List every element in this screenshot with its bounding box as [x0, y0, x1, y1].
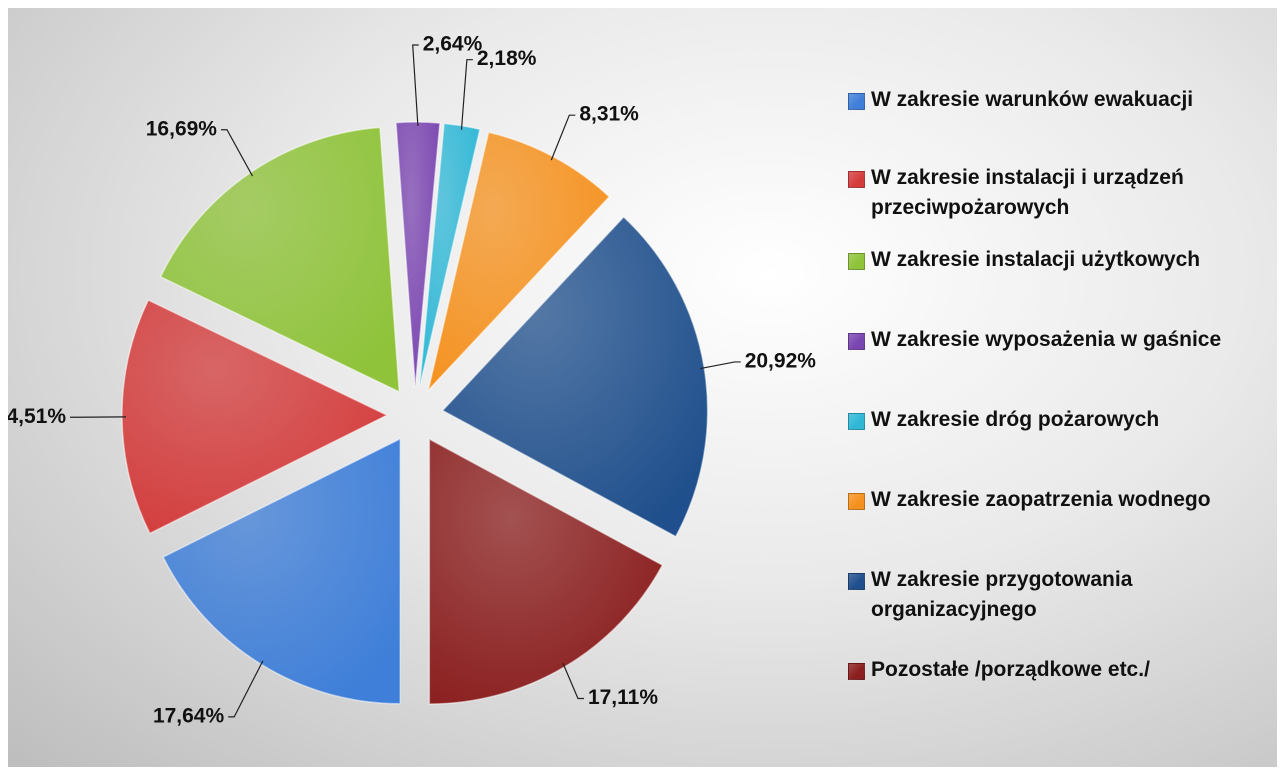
- data-label: 2,64%: [423, 33, 483, 56]
- legend-label: W zakresie zaopatrzenia wodnego: [871, 488, 1211, 511]
- legend-swatch: [848, 493, 865, 510]
- data-label: 20,92%: [745, 349, 817, 372]
- data-label: 16,69%: [146, 117, 218, 140]
- leader-line: [228, 660, 264, 718]
- legend-label: W zakresie dróg pożarowych: [871, 408, 1160, 431]
- legend-swatch: [848, 663, 865, 680]
- legend-item: W zakresie zaopatrzenia wodnego: [848, 485, 1211, 515]
- legend-label: Pozostałe /porządkowe etc./: [871, 658, 1150, 681]
- data-label: 14,51%: [8, 405, 66, 428]
- legend-swatch: [848, 93, 865, 110]
- chart-area: 17,64% 14,51% 16,69% 2,64%2,18% 8,31% 20,92% 1…: [8, 8, 1277, 767]
- data-label: 17,64%: [153, 704, 225, 727]
- data-label: 2,18%: [477, 47, 537, 70]
- leader-line: [562, 663, 584, 700]
- legend-item: W zakresie warunków ewakuacji: [848, 85, 1193, 115]
- legend-label: W zakresie instalacji i urządzeń przeciw…: [871, 166, 1184, 219]
- legend-label: W zakresie przygotowania organizacyjnego: [871, 568, 1133, 621]
- legend-item: Pozostałe /porządkowe etc./: [848, 655, 1150, 685]
- legend-swatch: [848, 573, 865, 590]
- legend-item: W zakresie instalacji i urządzeń przeciw…: [848, 163, 1285, 223]
- leader-line: [412, 44, 419, 127]
- legend-label: W zakresie warunków ewakuacji: [871, 88, 1194, 111]
- legend-swatch: [848, 171, 865, 188]
- legend-label: W zakresie wyposażenia w gaśnice: [871, 328, 1222, 351]
- legend-swatch: [848, 413, 865, 430]
- legend-item: W zakresie dróg pożarowych: [848, 405, 1159, 435]
- legend-label: W zakresie instalacji użytkowych: [871, 248, 1201, 271]
- leader-line: [700, 361, 741, 370]
- data-label: 8,31%: [579, 103, 639, 126]
- leader-line: [550, 114, 576, 161]
- legend-swatch: [848, 253, 865, 270]
- leader-line: [220, 129, 254, 177]
- legend-item: W zakresie wyposażenia w gaśnice: [848, 325, 1221, 355]
- legend-item: W zakresie instalacji użytkowych: [848, 245, 1200, 275]
- legend-item: W zakresie przygotowania organizacyjnego: [848, 565, 1285, 625]
- chart: 17,64% 14,51% 16,69% 2,64%2,18% 8,31% 20,92% 1…: [8, 33, 817, 728]
- data-label: 17,11%: [588, 686, 658, 709]
- leader-line: [460, 59, 473, 130]
- legend-swatch: [848, 333, 865, 350]
